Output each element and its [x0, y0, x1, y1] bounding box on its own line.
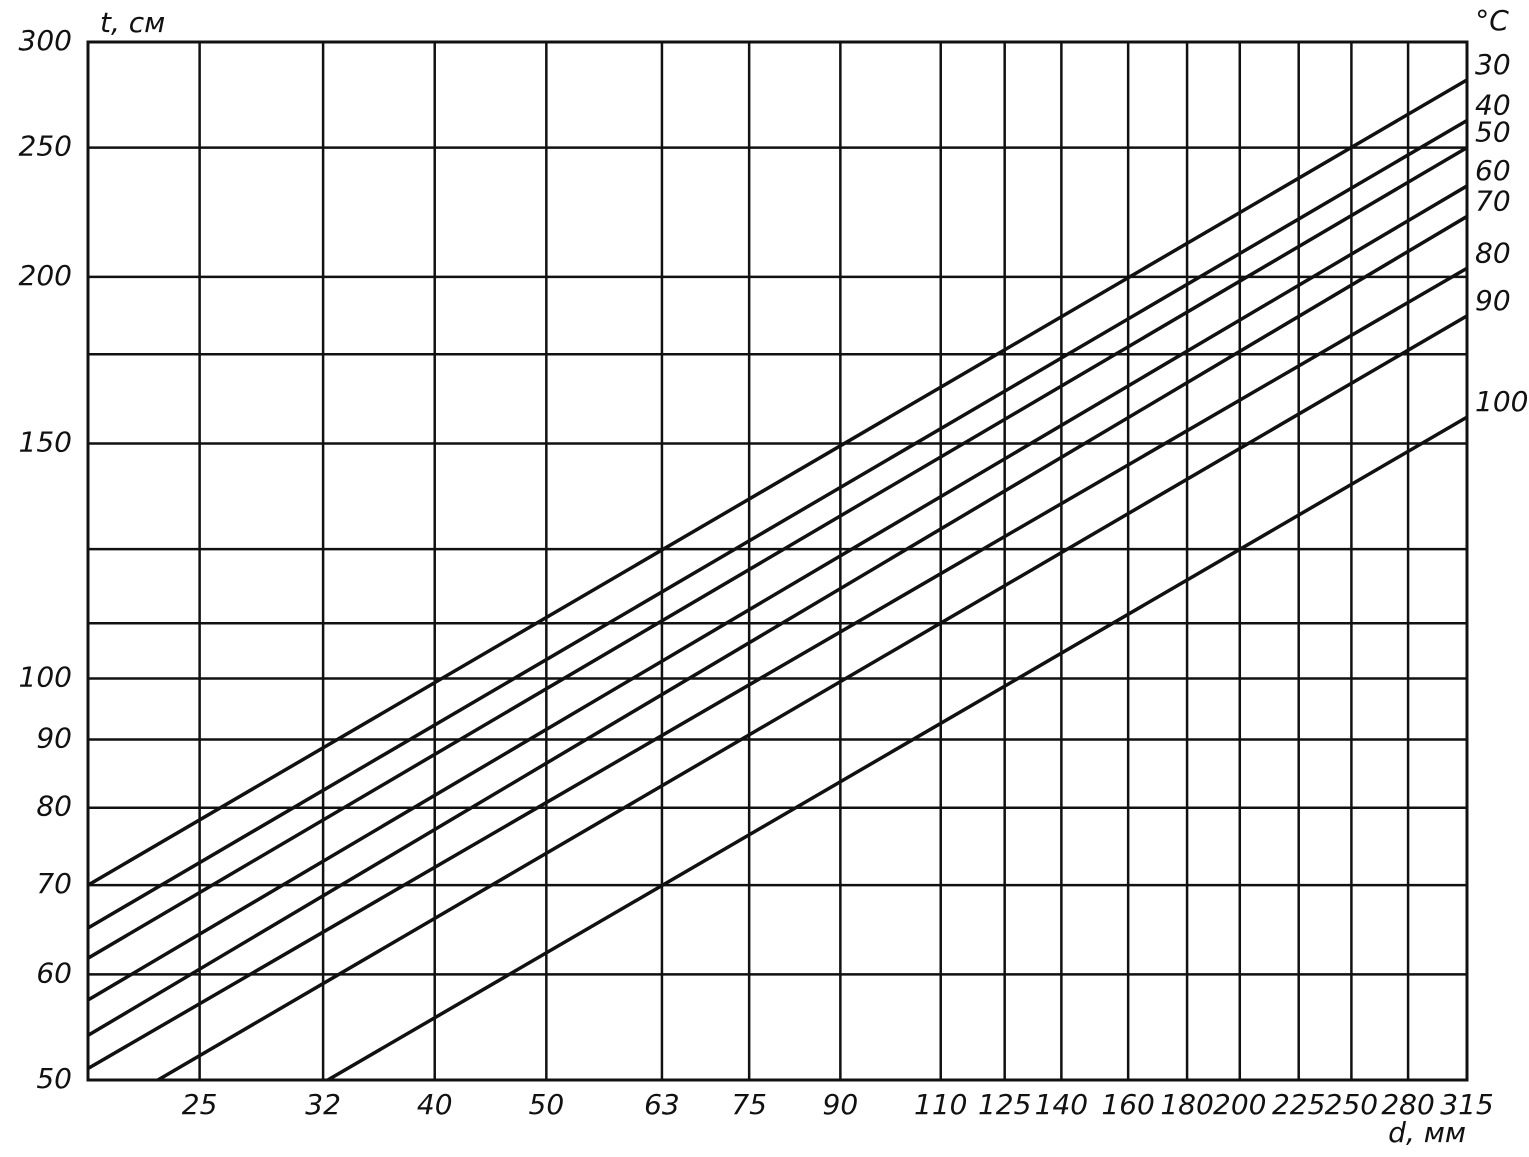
y-tick-label: 250: [19, 130, 72, 163]
x-tick-label: 180: [1160, 1088, 1213, 1121]
x-tick-label: 225: [1272, 1088, 1325, 1121]
x-tick-label: 75: [731, 1088, 767, 1121]
series-label: 90: [1475, 284, 1511, 317]
series-label: 30: [1475, 48, 1511, 81]
series-line: [87, 118, 1468, 930]
series-line: [87, 214, 1468, 1037]
y-tick-label: 50: [36, 1062, 72, 1095]
x-tick-label: 32: [305, 1088, 341, 1121]
x-tick-label: 250: [1325, 1088, 1378, 1121]
legend-title: °C: [1475, 4, 1509, 37]
series-line: [87, 146, 1468, 960]
series-line: [87, 78, 1468, 887]
x-tick-label: 110: [914, 1088, 967, 1121]
y-tick-label: 70: [36, 867, 72, 900]
y-tick-label: 90: [36, 721, 72, 754]
x-tick-label: 200: [1213, 1088, 1266, 1121]
y-axis-label: t, см: [100, 6, 165, 39]
series-label: 40: [1475, 88, 1511, 121]
x-tick-label: 40: [417, 1088, 453, 1121]
series-line: [87, 266, 1468, 1071]
series-label: 60: [1475, 154, 1511, 187]
x-tick-label: 160: [1101, 1088, 1154, 1121]
x-tick-label: 63: [644, 1088, 680, 1121]
series-label: 100: [1475, 385, 1528, 418]
y-tick-label: 150: [19, 426, 72, 459]
y-tick-label: 60: [36, 956, 72, 989]
series-label: 80: [1475, 236, 1511, 269]
x-tick-label: 25: [182, 1088, 218, 1121]
series-label: 70: [1475, 184, 1511, 217]
y-tick-label: 100: [19, 660, 72, 693]
series-line: [87, 184, 1468, 1002]
x-tick-label: 315: [1440, 1088, 1493, 1121]
x-axis-label: d, мм: [1388, 1116, 1466, 1149]
x-tick-label: 140: [1035, 1088, 1088, 1121]
series-label: 50: [1475, 116, 1511, 149]
y-tick-label: 80: [36, 790, 72, 823]
x-tick-label: 125: [978, 1088, 1031, 1121]
series-line: [157, 314, 1468, 1082]
y-tick-label: 300: [19, 24, 72, 57]
x-tick-label: 50: [529, 1088, 565, 1121]
y-tick-label: 200: [19, 259, 72, 292]
x-tick-label: 280: [1381, 1088, 1434, 1121]
x-tick-label: 90: [823, 1088, 859, 1121]
series-line: [326, 415, 1468, 1082]
